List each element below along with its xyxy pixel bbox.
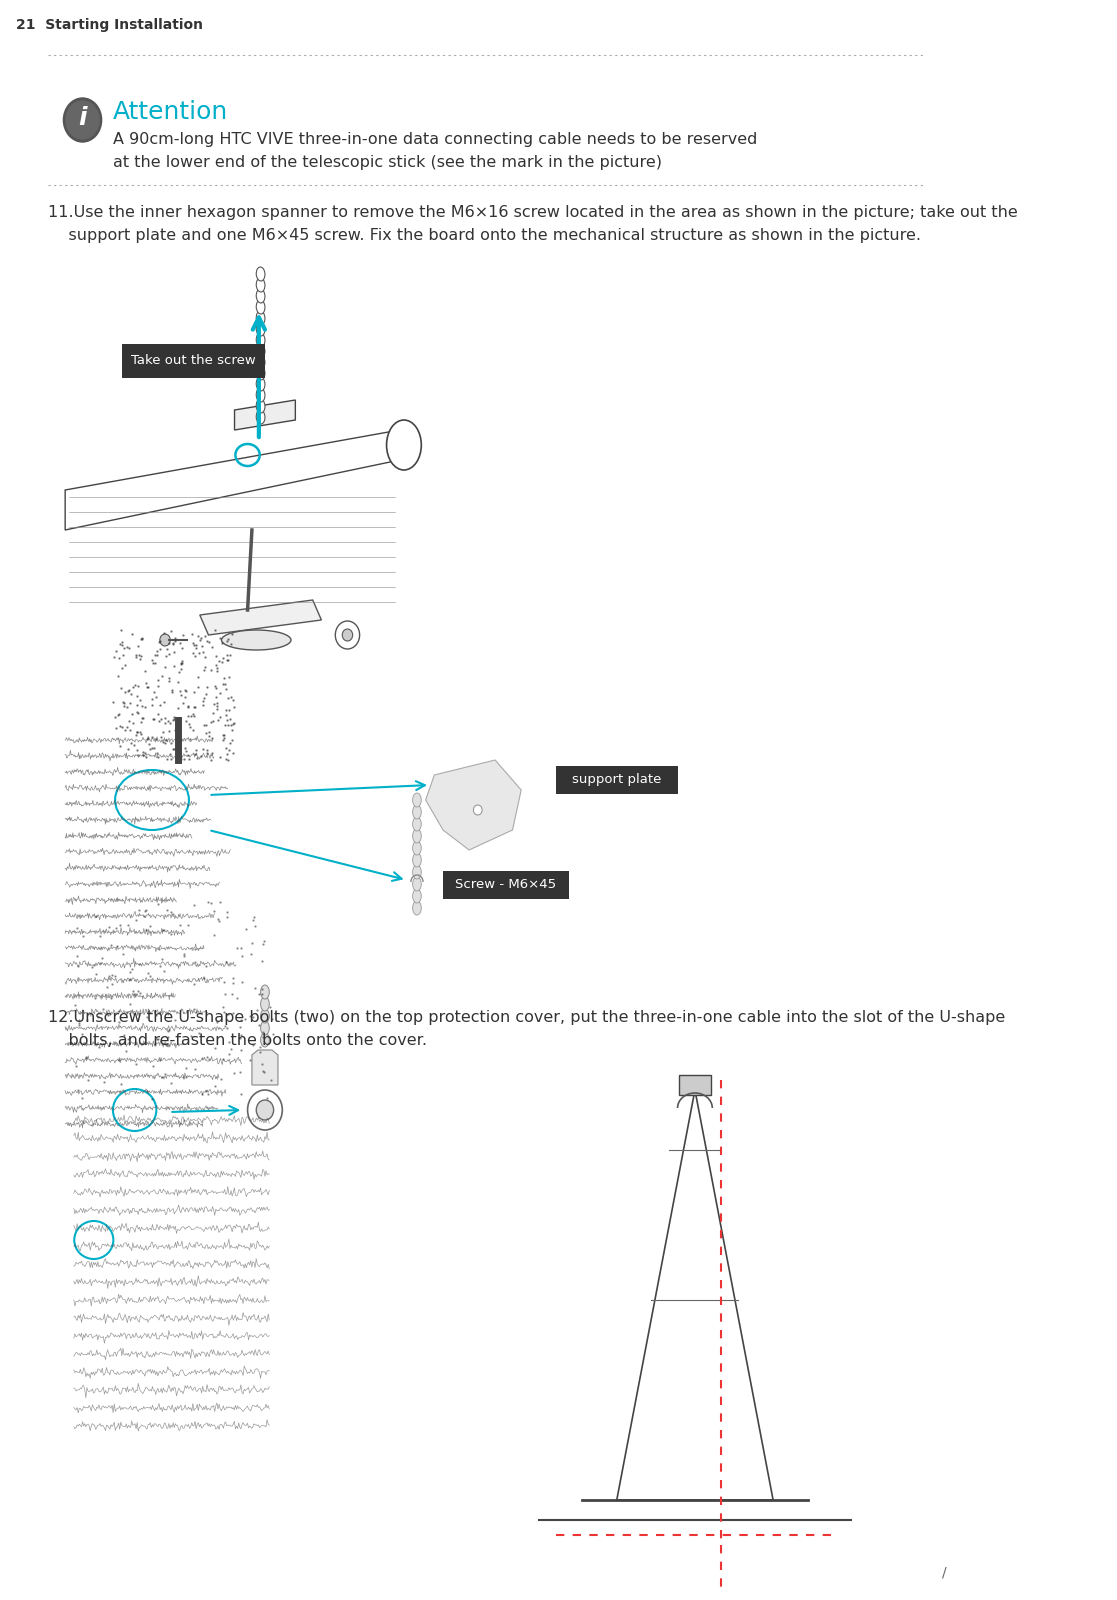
Text: Attention: Attention [113,99,228,125]
Ellipse shape [256,267,265,282]
Circle shape [342,629,353,642]
Text: Take out the screw: Take out the screw [132,355,256,368]
Circle shape [66,101,99,139]
Ellipse shape [256,310,265,325]
Circle shape [335,621,360,650]
Ellipse shape [256,389,265,402]
Text: 12.Unscrew the U-shape bolts (two) on the top protection cover, put the three-in: 12.Unscrew the U-shape bolts (two) on th… [48,1010,1005,1026]
Ellipse shape [412,853,421,867]
Text: 11.Use the inner hexagon spanner to remove the M6×16 screw located in the area a: 11.Use the inner hexagon spanner to remo… [48,205,1018,219]
Text: i: i [78,106,87,130]
Text: support plate and one M6×45 screw. Fix the board onto the mechanical structure a: support plate and one M6×45 screw. Fix t… [48,227,920,243]
Polygon shape [235,400,295,430]
Ellipse shape [256,366,265,379]
Polygon shape [617,1090,773,1501]
Text: A 90cm-long HTC VIVE three-in-one data connecting cable needs to be reserved: A 90cm-long HTC VIVE three-in-one data c… [113,133,757,147]
Ellipse shape [256,322,265,336]
Ellipse shape [412,890,421,902]
Ellipse shape [412,842,421,854]
FancyBboxPatch shape [679,1075,710,1094]
Ellipse shape [260,1021,269,1035]
Ellipse shape [256,355,265,370]
Polygon shape [65,430,400,530]
Ellipse shape [412,794,421,806]
FancyBboxPatch shape [443,870,569,899]
Circle shape [160,634,170,646]
Circle shape [64,98,102,142]
FancyBboxPatch shape [122,344,265,378]
Ellipse shape [256,398,265,413]
Polygon shape [200,600,322,635]
Text: at the lower end of the telescopic stick (see the mark in the picture): at the lower end of the telescopic stick… [113,155,662,170]
Ellipse shape [256,410,265,424]
Ellipse shape [412,805,421,819]
Circle shape [248,1090,283,1130]
Ellipse shape [256,301,265,314]
Ellipse shape [386,419,421,470]
Ellipse shape [260,1010,269,1022]
Ellipse shape [412,866,421,878]
Ellipse shape [260,997,269,1011]
Ellipse shape [412,901,421,915]
Text: /: / [943,1566,947,1581]
Ellipse shape [256,278,265,291]
Ellipse shape [256,290,265,302]
Polygon shape [426,760,522,850]
Ellipse shape [256,378,265,390]
Ellipse shape [260,986,269,998]
Text: 21  Starting Installation: 21 Starting Installation [16,18,202,32]
Ellipse shape [256,344,265,358]
Circle shape [256,1101,274,1120]
FancyBboxPatch shape [556,766,678,794]
Ellipse shape [412,877,421,891]
Ellipse shape [256,333,265,347]
Ellipse shape [412,829,421,843]
Ellipse shape [221,630,292,650]
Polygon shape [252,1050,278,1085]
Text: Screw - M6×45: Screw - M6×45 [455,878,556,891]
Circle shape [474,805,483,814]
Text: support plate: support plate [572,773,661,787]
Ellipse shape [260,1034,269,1046]
Ellipse shape [412,818,421,830]
Text: bolts, and re-fasten the bolts onto the cover.: bolts, and re-fasten the bolts onto the … [48,1034,427,1048]
